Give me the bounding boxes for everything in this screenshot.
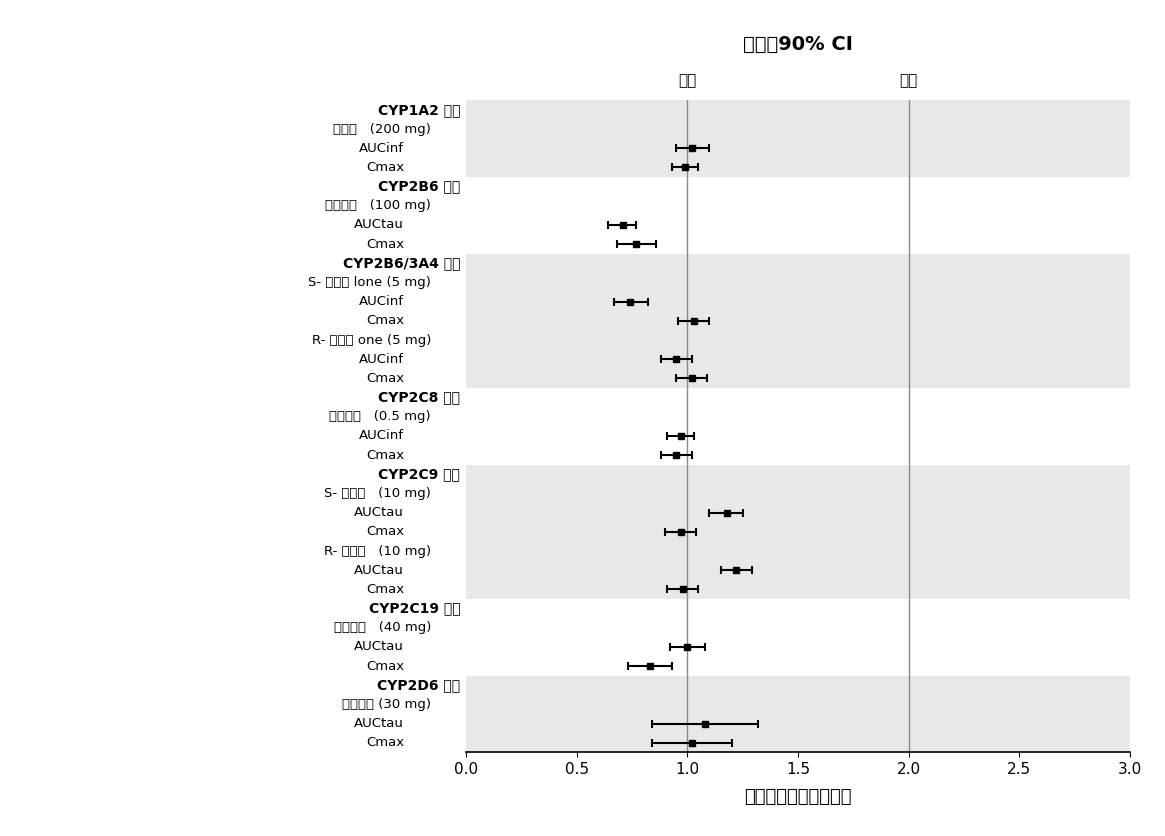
- Text: AUCinf: AUCinf: [359, 353, 404, 365]
- Text: R- 华法林   (10 mg): R- 华法林 (10 mg): [324, 544, 431, 558]
- Bar: [466, 465, 1130, 599]
- Text: 轻度: 轻度: [678, 73, 697, 88]
- Text: AUCinf: AUCinf: [359, 142, 404, 155]
- Text: AUCinf: AUCinf: [359, 295, 404, 308]
- Text: 比值和90% CI: 比值和90% CI: [743, 35, 853, 54]
- Text: 咖啡因   (200 mg): 咖啡因 (200 mg): [333, 123, 431, 135]
- Text: S- 美沙酮 lone (5 mg): S- 美沙酮 lone (5 mg): [309, 276, 431, 289]
- Text: AUCinf: AUCinf: [359, 430, 404, 442]
- Bar: [466, 675, 1130, 752]
- Text: Cmax: Cmax: [366, 525, 404, 538]
- Text: Cmax: Cmax: [366, 161, 404, 174]
- Text: CYP2C9 底物: CYP2C9 底物: [379, 467, 460, 482]
- Text: Cmax: Cmax: [366, 583, 404, 596]
- Text: 安非他酮   (100 mg): 安非他酮 (100 mg): [325, 199, 431, 212]
- Text: Cmax: Cmax: [366, 237, 404, 251]
- Text: 中度: 中度: [899, 73, 918, 88]
- Text: CYP2C8 底物: CYP2C8 底物: [379, 390, 460, 405]
- Text: 奥美拉唑   (40 mg): 奥美拉唑 (40 mg): [333, 621, 431, 635]
- Text: AUCtau: AUCtau: [354, 563, 404, 577]
- Text: Cmax: Cmax: [366, 449, 404, 461]
- Text: Cmax: Cmax: [366, 737, 404, 749]
- Text: CYP2B6 底物: CYP2B6 底物: [377, 180, 460, 194]
- Text: CYP1A2 底物: CYP1A2 底物: [377, 103, 460, 117]
- Text: CYP2D6 底物: CYP2D6 底物: [377, 678, 460, 692]
- Text: AUCtau: AUCtau: [354, 717, 404, 730]
- Text: 右美沙芬 (30 mg): 右美沙芬 (30 mg): [343, 698, 431, 711]
- Text: AUCtau: AUCtau: [354, 506, 404, 519]
- Bar: [466, 254, 1130, 388]
- Bar: [466, 100, 1130, 177]
- Text: Cmax: Cmax: [366, 660, 404, 673]
- Text: S- 华法林   (10 mg): S- 华法林 (10 mg): [324, 487, 431, 500]
- Text: CYP2C19 底物: CYP2C19 底物: [368, 602, 460, 615]
- Text: CYP2B6/3A4 底物: CYP2B6/3A4 底物: [343, 257, 460, 270]
- Text: R- 美沙酮 one (5 mg): R- 美沙酮 one (5 mg): [312, 334, 431, 347]
- Text: AUCtau: AUCtau: [354, 640, 404, 654]
- Text: Cmax: Cmax: [366, 372, 404, 385]
- X-axis label: 相对于单独底物的比值: 相对于单独底物的比值: [744, 788, 852, 806]
- Text: 瑞格列奈   (0.5 mg): 瑞格列奈 (0.5 mg): [330, 410, 431, 423]
- Text: Cmax: Cmax: [366, 314, 404, 328]
- Text: AUCtau: AUCtau: [354, 218, 404, 232]
